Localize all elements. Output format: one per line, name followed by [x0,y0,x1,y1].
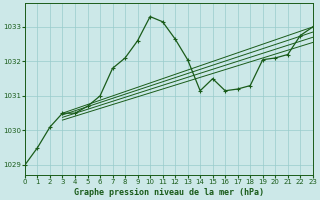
X-axis label: Graphe pression niveau de la mer (hPa): Graphe pression niveau de la mer (hPa) [74,188,264,197]
